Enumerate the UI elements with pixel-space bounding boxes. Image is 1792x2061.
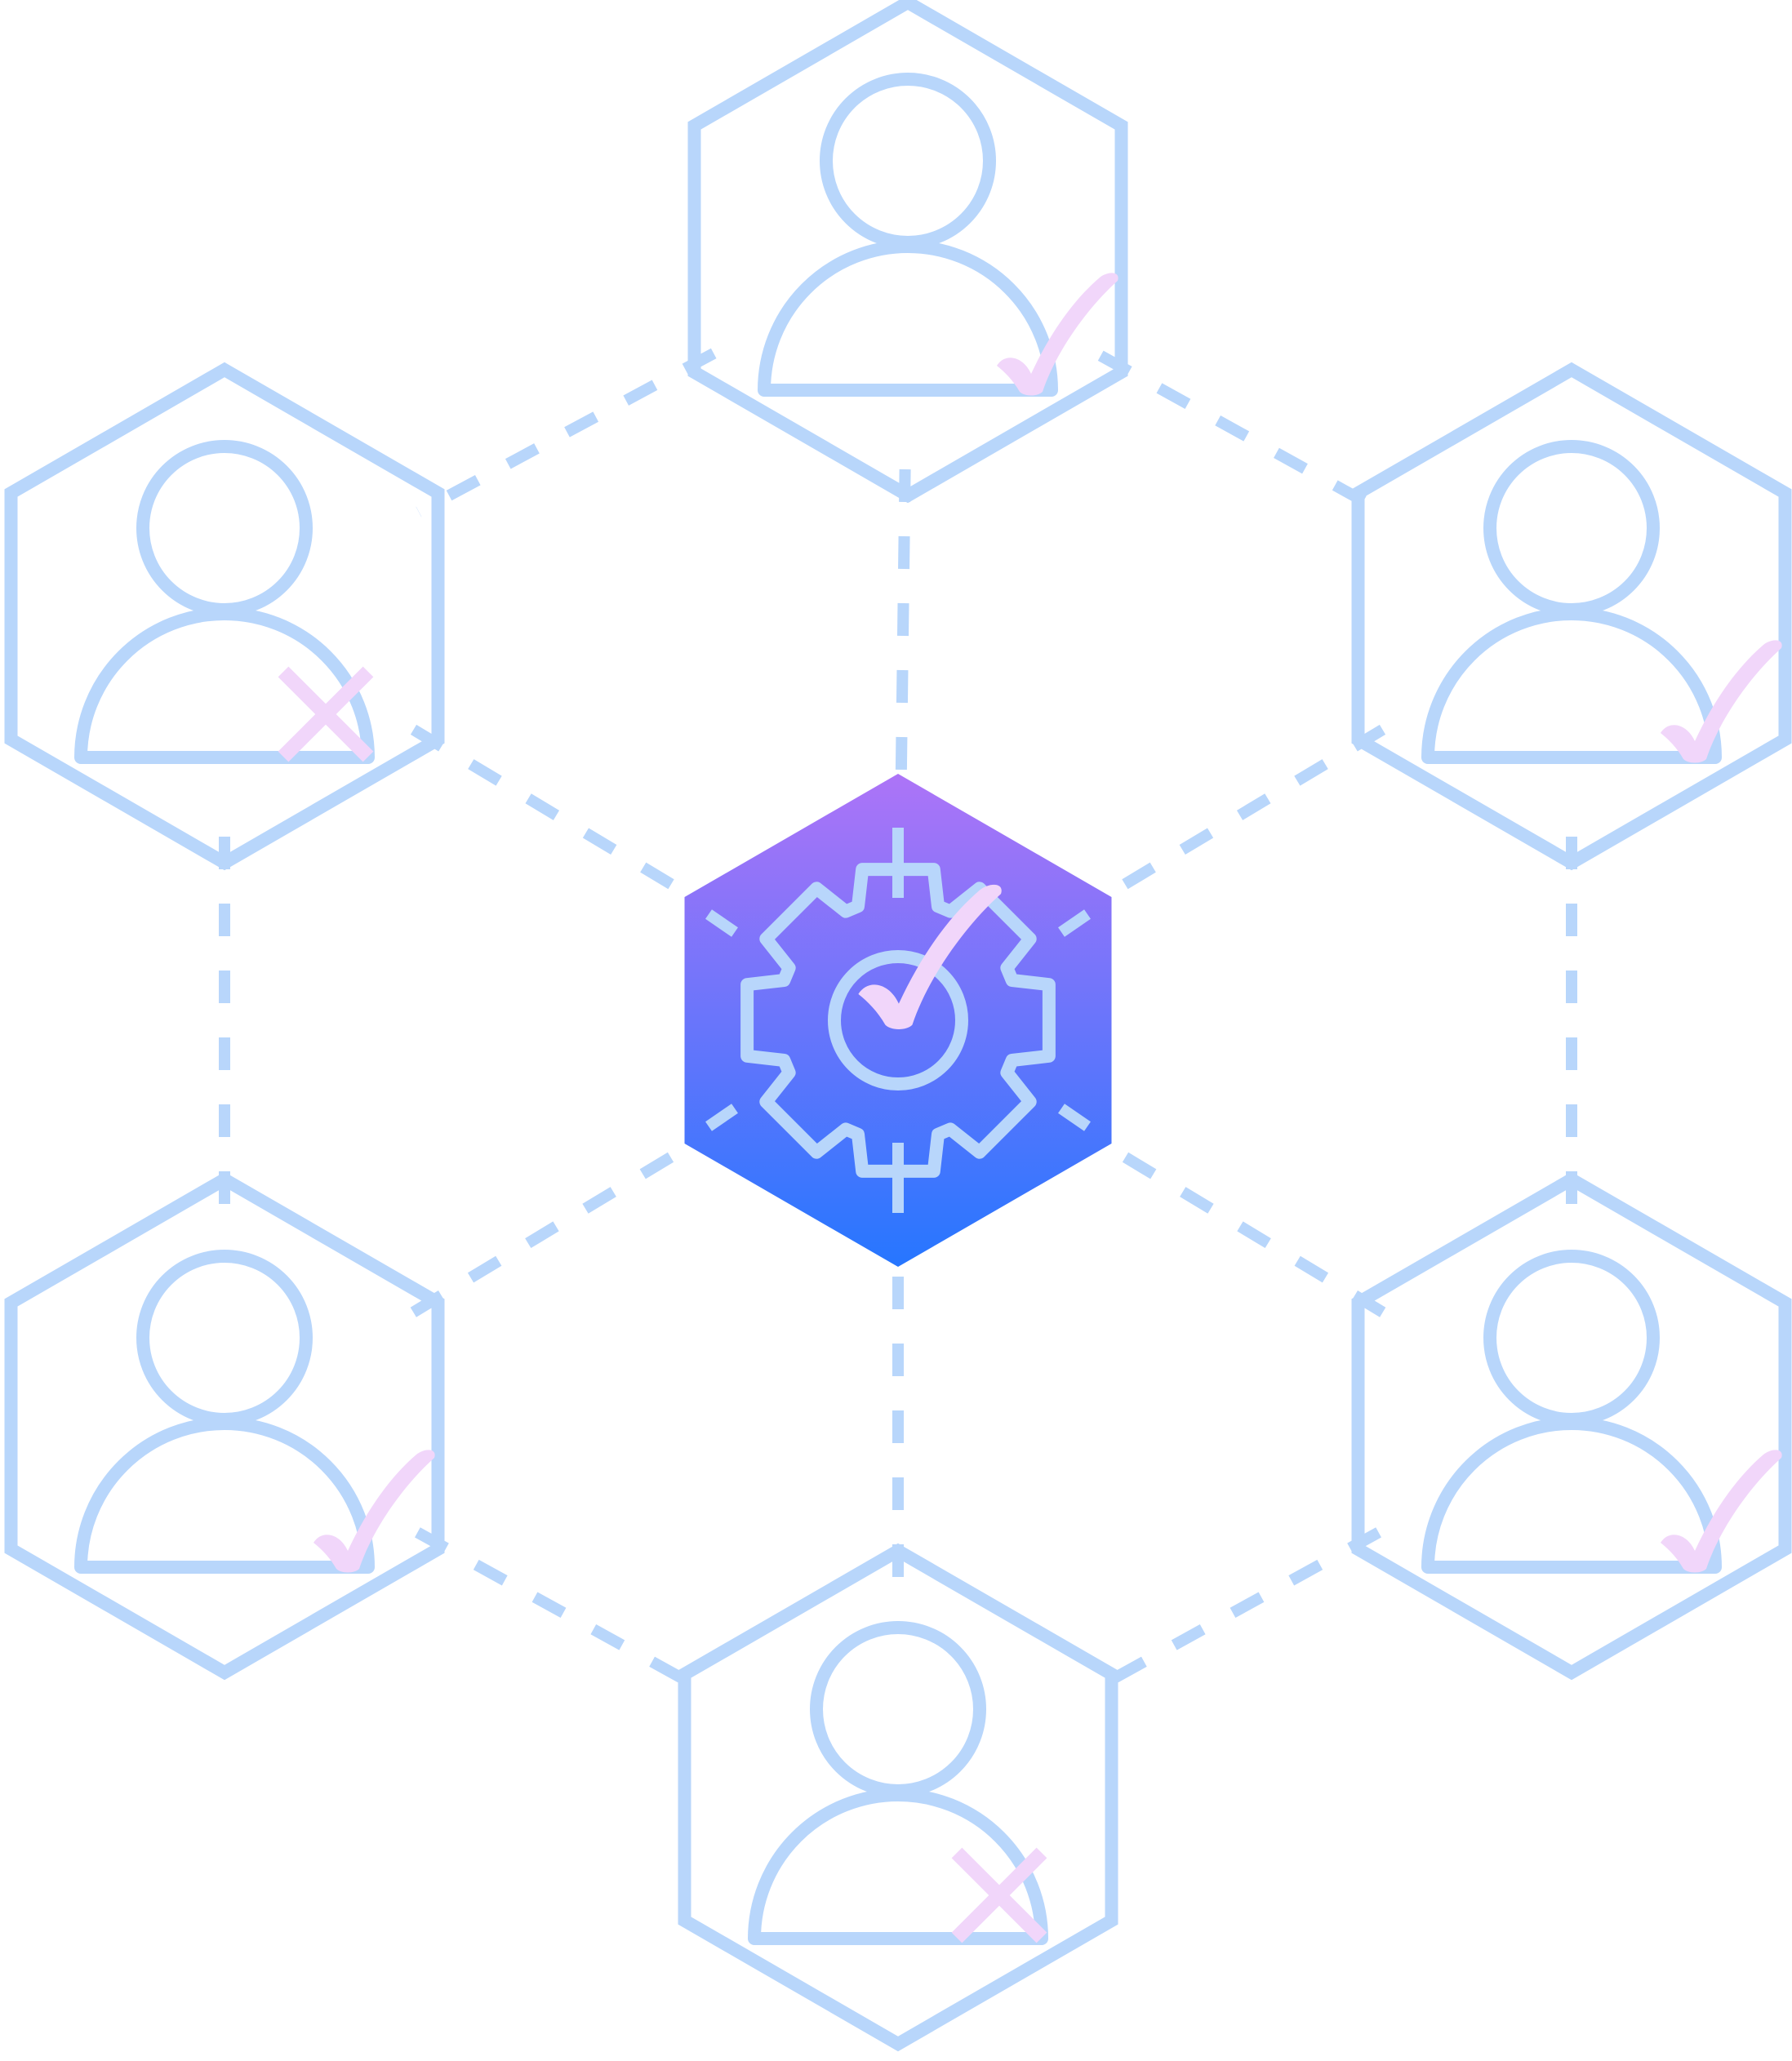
cross-mark-icon <box>951 1847 1047 1943</box>
link-lower-right-hub <box>999 1078 1386 1317</box>
link-upper-left-hub <box>410 724 797 962</box>
check-mark-icon <box>858 884 1002 1029</box>
check-mark-icon <box>1661 1450 1782 1573</box>
link-upper-right-hub <box>999 724 1386 962</box>
link-top-upper-right <box>1097 350 1382 515</box>
cross-mark-icon <box>278 666 374 762</box>
hexagon-frame <box>687 0 1128 504</box>
user-node-bottom <box>678 1543 1118 2052</box>
hexagon-frame <box>1351 362 1792 871</box>
check-mark-icon <box>313 1450 435 1573</box>
hexagon-frame <box>678 1543 1118 2052</box>
user-node-upper-right <box>1351 362 1792 871</box>
user-nodes <box>4 0 1792 2052</box>
user-node-upper-left <box>4 362 445 871</box>
link-lower-left-hub <box>410 1078 797 1317</box>
gear-outline <box>740 863 1056 1178</box>
gear-check-icon <box>740 863 1056 1178</box>
user-icon <box>74 1250 375 1574</box>
user-node-top <box>687 0 1128 504</box>
user-icon <box>74 440 375 764</box>
user-node-lower-right <box>1351 1171 1792 1681</box>
hub-spoke <box>1058 1104 1091 1131</box>
hexagon-frame <box>1351 1171 1792 1681</box>
hub-spoke <box>705 909 738 937</box>
user-icon <box>1421 440 1722 764</box>
user-icon <box>758 73 1058 397</box>
check-mark-icon <box>997 273 1118 396</box>
user-icon <box>1421 1250 1722 1574</box>
check-mark-icon <box>1661 640 1782 763</box>
hexagon-frame <box>4 362 445 871</box>
hub-spoke <box>1058 909 1091 937</box>
hexagon-frame <box>4 1171 445 1681</box>
link-lower-right-bottom <box>1088 1527 1381 1696</box>
link-top-upper-left <box>416 348 717 517</box>
user-node-lower-left <box>4 1171 445 1681</box>
user-icon <box>748 1621 1048 1945</box>
hub-spoke <box>705 1104 738 1131</box>
central-hub <box>684 774 1112 1267</box>
link-lower-left-bottom <box>415 1527 708 1696</box>
